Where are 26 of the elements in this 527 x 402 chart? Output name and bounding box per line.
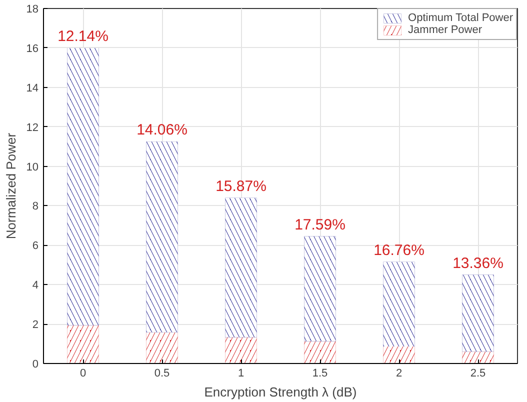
x-tick-label: 0.5 [154,368,170,380]
x-tick-label: 2 [396,368,402,380]
x-axis-title: Encryption Strength λ (dB) [204,384,357,400]
x-tick-label: 1 [238,368,244,380]
annotation: 15.87% [216,178,266,195]
annotation: 12.14% [58,28,108,45]
y-tick-label: 12 [26,122,39,134]
y-tick-label: 4 [32,280,39,292]
x-tick-label: 2.5 [470,368,486,380]
y-tick-label: 0 [32,358,39,370]
y-tick-label: 14 [26,82,39,94]
legend-label: Optimum Total Power [408,12,513,24]
x-tick-label: 1.5 [312,368,328,380]
y-axis-title: Normalized Power [3,132,18,240]
y-tick-label: 6 [32,240,39,252]
y-tick-label: 10 [26,161,39,174]
x-tick-label: 0 [80,368,86,380]
y-tick-label: 2 [32,319,39,332]
legend-label: Jammer Power [408,24,482,36]
y-tick-label: 16 [26,42,39,55]
y-tick-label: 8 [32,200,39,213]
annotation: 13.36% [452,254,504,272]
y-tick-label: 18 [26,4,39,16]
annotation: 17.59% [294,216,346,234]
annotation: 14.06% [136,122,188,139]
annotation: 16.76% [374,242,424,259]
